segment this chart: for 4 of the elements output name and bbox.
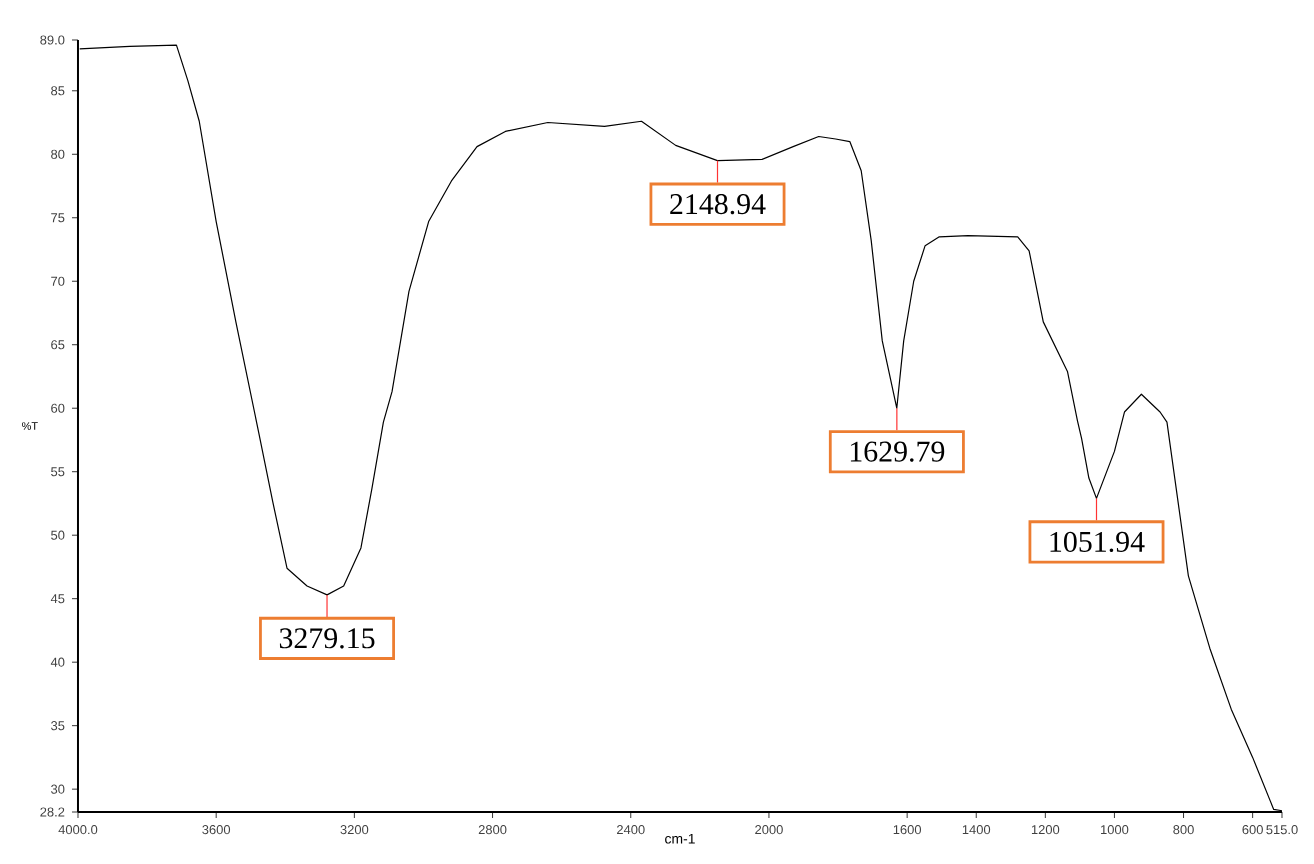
annotation: 1629.79 — [850, 441, 945, 462]
annotation: 3279.15 — [279, 628, 375, 649]
annotation: 1051.94 — [1050, 531, 1145, 553]
annotation: 2148.94 — [670, 194, 766, 215]
